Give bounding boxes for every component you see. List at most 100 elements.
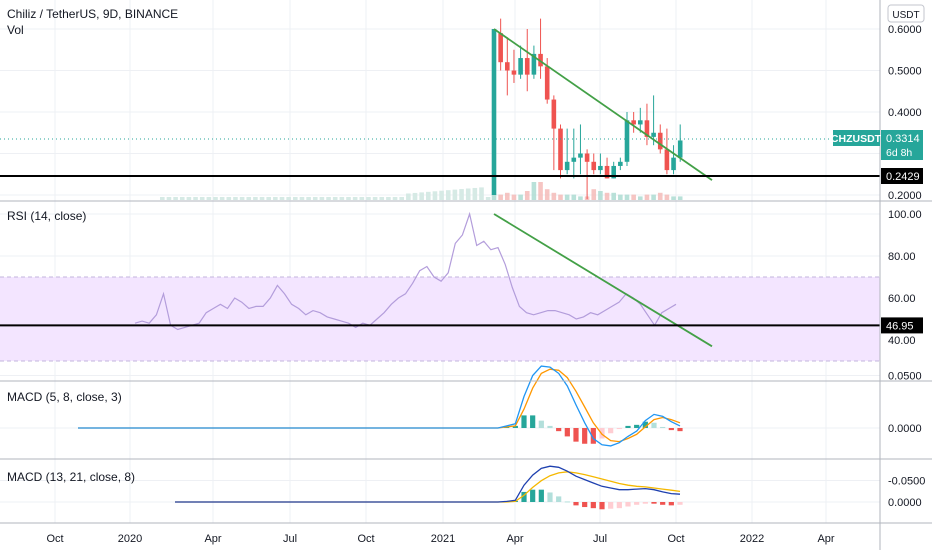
volume-bar bbox=[253, 197, 258, 200]
volume-bar bbox=[199, 197, 205, 200]
volume-bar bbox=[366, 197, 371, 200]
macd-fast-pane[interactable]: MACD (5, 8, close, 3) bbox=[7, 365, 683, 447]
price-tick-label: 0.0500 bbox=[888, 371, 922, 383]
volume-bar bbox=[518, 194, 523, 200]
time-tick-label: Oct bbox=[667, 533, 684, 545]
volume-bar bbox=[651, 194, 656, 200]
volume-bar bbox=[173, 197, 178, 200]
volume-bar bbox=[485, 197, 491, 200]
macd-slow-line bbox=[175, 465, 681, 503]
volume-bar bbox=[432, 191, 438, 200]
volume-bar bbox=[352, 197, 358, 200]
currency-button[interactable]: USDT bbox=[887, 4, 925, 23]
volume-bar bbox=[664, 194, 670, 200]
rsi-level-badge: 46.95 bbox=[881, 317, 923, 334]
histogram-bar bbox=[616, 502, 622, 509]
candle-body bbox=[498, 33, 503, 63]
histogram-bar bbox=[590, 502, 596, 509]
candle-body bbox=[638, 120, 643, 125]
histogram-bar bbox=[651, 422, 657, 428]
histogram-bar bbox=[564, 501, 570, 503]
histogram-bar bbox=[651, 502, 657, 504]
volume-bar bbox=[346, 197, 351, 200]
volume-bar bbox=[558, 194, 563, 200]
symbol-badge: CHZUSDT bbox=[831, 133, 882, 145]
volume-bar bbox=[279, 197, 285, 200]
candle-body bbox=[518, 58, 523, 75]
price-tick-label: 80.00 bbox=[888, 251, 916, 263]
volume-bar bbox=[439, 190, 444, 200]
histogram-bar bbox=[521, 491, 527, 502]
candle-body bbox=[618, 161, 623, 166]
volume-bar bbox=[233, 197, 238, 200]
histogram-bar bbox=[530, 489, 536, 502]
time-tick-label: Apr bbox=[817, 533, 834, 545]
volume-bar bbox=[505, 192, 510, 200]
volume-bar bbox=[399, 197, 404, 200]
time-tick-label: 2021 bbox=[431, 533, 455, 545]
volume-bar bbox=[293, 197, 298, 200]
time-scale[interactable]: Oct 2020 Apr Jul Oct 2021 Apr Jul Oct 2022 Apr bbox=[46, 533, 834, 545]
volume-bar bbox=[657, 192, 663, 200]
volume-bar bbox=[498, 194, 503, 200]
histogram-bar bbox=[547, 425, 553, 428]
histogram-bar bbox=[582, 502, 588, 508]
volume-bar bbox=[379, 197, 385, 200]
volume-bar bbox=[160, 197, 165, 200]
volume-bar bbox=[611, 192, 616, 200]
candle-body bbox=[544, 66, 550, 100]
time-tick-label: Jul bbox=[593, 533, 607, 545]
histogram-bar bbox=[608, 502, 614, 509]
candle-body bbox=[657, 132, 663, 150]
rsi-level-value: 46.95 bbox=[886, 320, 914, 332]
volume-bar bbox=[193, 197, 198, 200]
grid bbox=[0, 0, 880, 523]
price-tick-label: 0.0000 bbox=[888, 497, 922, 509]
candle-body bbox=[564, 161, 570, 171]
price-trendline[interactable] bbox=[493, 28, 713, 181]
time-tick-label: Jul bbox=[283, 533, 297, 545]
candle-body bbox=[624, 120, 630, 162]
candle-body bbox=[551, 99, 557, 129]
volume-bar bbox=[426, 191, 431, 200]
volume-bar bbox=[459, 189, 464, 200]
volume-bar bbox=[644, 194, 650, 200]
histogram-bar bbox=[547, 492, 553, 502]
volume-bar bbox=[638, 196, 643, 200]
price-pane[interactable]: Chiliz / TetherUS, 9D, BINANCE Vol bbox=[0, 7, 880, 200]
candle-body bbox=[491, 29, 497, 195]
candle-body bbox=[677, 140, 683, 158]
histogram-bar bbox=[677, 428, 683, 432]
volume-bar bbox=[551, 192, 557, 200]
volume-bar bbox=[465, 188, 471, 200]
time-tick-label: 2022 bbox=[740, 533, 764, 545]
histogram-bar bbox=[582, 428, 588, 444]
last-price-value: 0.3314 bbox=[886, 133, 920, 145]
histogram-bar bbox=[556, 428, 562, 432]
macd-slow-pane[interactable]: MACD (13, 21, close, 8) bbox=[7, 465, 683, 510]
volume-bar bbox=[259, 197, 265, 200]
rsi-pane[interactable]: RSI (14, close) bbox=[0, 209, 880, 362]
histogram-bar bbox=[634, 424, 640, 428]
volume-bar bbox=[326, 197, 331, 200]
volume-bar bbox=[412, 192, 418, 200]
candle-body bbox=[531, 53, 537, 75]
volume-bar bbox=[219, 197, 225, 200]
volume-bar bbox=[419, 192, 424, 200]
macd-fast-histogram bbox=[504, 415, 683, 444]
time-tick-label: Apr bbox=[204, 533, 221, 545]
volume-bar bbox=[491, 194, 497, 200]
volume-bar bbox=[392, 197, 398, 200]
volume-bar bbox=[406, 193, 411, 200]
candle-body bbox=[671, 157, 676, 171]
volume-bar bbox=[578, 196, 583, 200]
price-scale[interactable]: 0.60000.50000.40000.30000.2000100.0080.0… bbox=[888, 24, 925, 509]
volume-bar bbox=[479, 187, 484, 200]
price-tick-label: 0.2000 bbox=[888, 190, 922, 202]
rsi-trendline[interactable] bbox=[493, 213, 713, 348]
candle-body bbox=[591, 161, 597, 171]
volume-bar bbox=[531, 182, 537, 200]
price-tick-label: 0.0000 bbox=[888, 423, 922, 435]
